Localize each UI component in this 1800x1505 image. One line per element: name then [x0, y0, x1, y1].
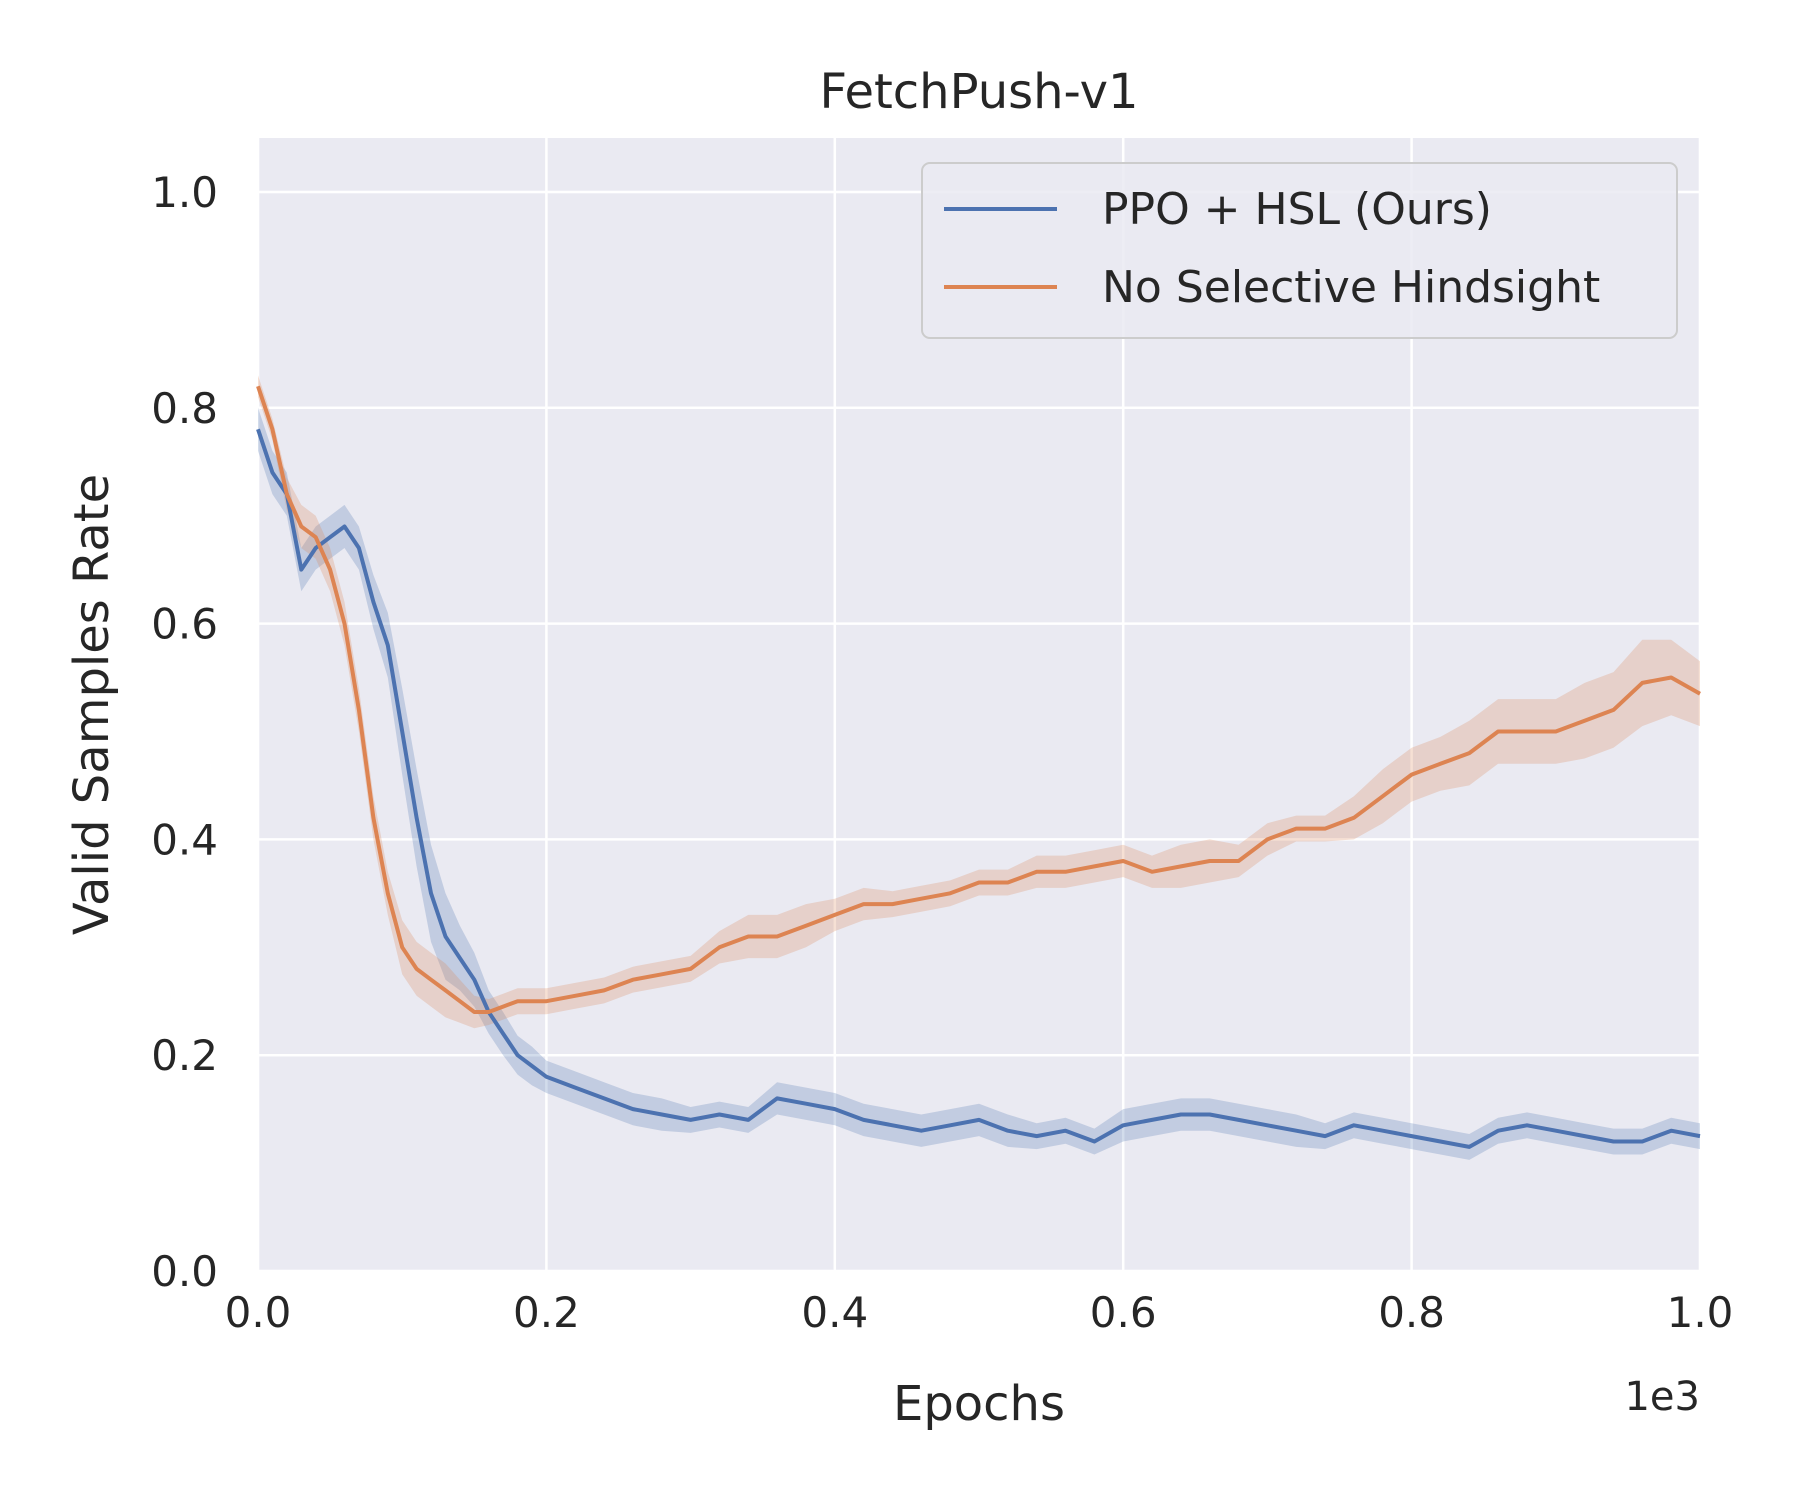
legend-label: No Selective Hindsight [1102, 262, 1600, 313]
x-tick-label: 0.2 [513, 1288, 580, 1337]
y-tick-label: 0.4 [151, 815, 218, 864]
x-tick-label: 0.0 [225, 1288, 292, 1337]
legend-label: PPO + HSL (Ours) [1102, 184, 1492, 235]
x-tick-label: 1.0 [1667, 1288, 1734, 1337]
x-tick-label: 0.6 [1090, 1288, 1157, 1337]
x-axis-title: Epochs [893, 1376, 1065, 1432]
y-tick-label: 1.0 [151, 168, 218, 217]
x-tick-label: 0.8 [1378, 1288, 1445, 1337]
x-tick-label: 0.4 [801, 1288, 868, 1337]
y-tick-label: 0.6 [151, 600, 218, 649]
y-tick-label: 0.2 [151, 1031, 218, 1080]
y-tick-label: 0.8 [151, 384, 218, 433]
chart-title: FetchPush-v1 [819, 64, 1138, 120]
y-axis-title: Valid Samples Rate [64, 474, 120, 935]
y-tick-label: 0.0 [151, 1247, 218, 1296]
legend: PPO + HSL (Ours) No Selective Hindsight [922, 163, 1677, 338]
x-axis-offset-label: 1e3 [1624, 1374, 1700, 1420]
